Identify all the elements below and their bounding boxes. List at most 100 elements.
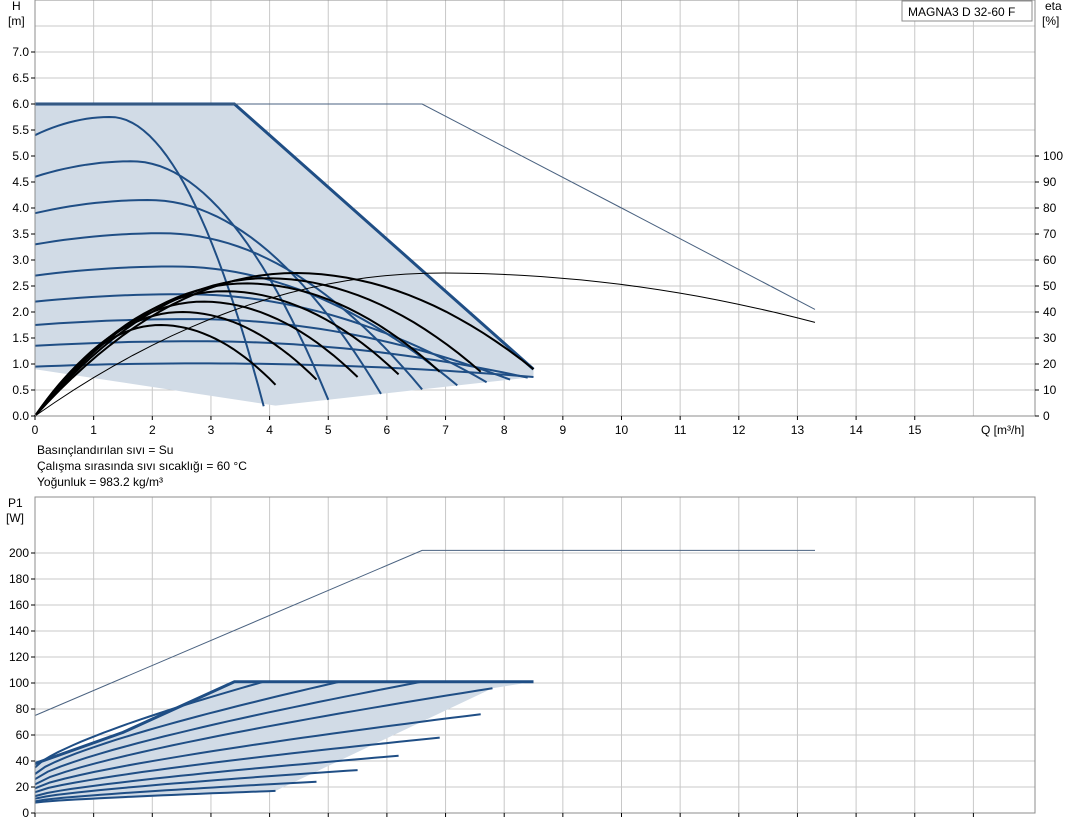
y-tick-label: 0.0 (12, 409, 29, 423)
speed-curve (34, 340, 528, 379)
y2-tick-label: 20 (1043, 357, 1057, 371)
y-tick-label: 6.0 (12, 97, 29, 111)
fluid-info-line: Çalışma sırasında sıvı sıcaklığı = 60 °C (37, 459, 247, 473)
speed-curve (34, 318, 511, 381)
power-curve (34, 680, 264, 769)
y-tick-label: 100 (9, 676, 29, 690)
head-axis-unit: [m] (8, 14, 25, 28)
x-tick-label: 11 (674, 423, 687, 437)
y-tick-label: 2.5 (12, 279, 29, 293)
x-tick-label: 5 (325, 423, 332, 437)
y-tick-label: 120 (9, 650, 29, 664)
twin-efficiency-curve (34, 272, 816, 417)
eta-axis-label: eta (1045, 0, 1062, 13)
y-tick-label: 140 (9, 624, 29, 638)
x-tick-label: 7 (442, 423, 449, 437)
fluid-info-line: Yoğunluk = 983.2 kg/m³ (37, 475, 163, 489)
y-tick-label: 2.0 (12, 305, 29, 319)
x-tick-label: 15 (908, 423, 922, 437)
power-curve (34, 754, 399, 798)
power-chart-ticks: 0 20 40 60 80 100 120 140 160 180 200 (9, 546, 974, 820)
x-tick-label: 12 (732, 423, 746, 437)
y2-tick-label: 70 (1043, 227, 1057, 241)
y-tick-label: 5.0 (12, 149, 29, 163)
y2-tick-label: 50 (1043, 279, 1057, 293)
x-tick-label: 10 (615, 423, 629, 437)
power-curve (34, 780, 317, 803)
y2-tick-label: 60 (1043, 253, 1057, 267)
model-label: MAGNA3 D 32-60 F (908, 5, 1015, 19)
x-tick-label: 13 (791, 423, 805, 437)
y2-tick-label: 100 (1043, 149, 1063, 163)
x-tick-label: 9 (560, 423, 567, 437)
x-tick-label: 1 (90, 423, 97, 437)
y2-tick-label: 30 (1043, 331, 1057, 345)
speed-curve (34, 115, 265, 407)
y-tick-label: 5.5 (12, 123, 29, 137)
head-axis-label: H (12, 0, 21, 13)
y-tick-label: 3.0 (12, 253, 29, 267)
speed-curve (34, 293, 488, 384)
x-tick-label: 6 (384, 423, 391, 437)
y-tick-label: 0.5 (12, 383, 29, 397)
speed-curve (34, 232, 423, 391)
power-curve (34, 687, 493, 786)
efficiency-curve (34, 290, 400, 417)
y-tick-label: 60 (16, 728, 30, 742)
power-chart-frame (34, 496, 1036, 814)
eta-axis-unit: [%] (1042, 14, 1059, 28)
y-tick-label: 180 (9, 572, 29, 586)
fluid-info-line: Basınçlandırılan sıvı = Su (37, 443, 173, 457)
power-axis-label: P1 (8, 496, 23, 510)
power-area-fill (35, 681, 534, 803)
y-tick-label: 7.0 (12, 45, 29, 59)
power-operating-area (35, 681, 534, 803)
y-tick-label: 200 (9, 546, 29, 560)
power-curve (34, 713, 481, 790)
x-tick-label: 3 (208, 423, 215, 437)
flow-axis-label: Q [m³/h] (981, 423, 1024, 437)
twin-pump-power-curve (34, 549, 815, 716)
x-tick-label: 4 (266, 423, 273, 437)
y2-tick-label: 40 (1043, 305, 1057, 319)
y-tick-label: 40 (16, 754, 30, 768)
y-tick-label: 1.0 (12, 357, 29, 371)
speed-curve (34, 362, 534, 378)
x-tick-label: 2 (149, 423, 156, 437)
y-tick-label: 3.5 (12, 227, 29, 241)
y2-tick-label: 10 (1043, 383, 1057, 397)
power-curves (34, 549, 815, 804)
power-curve (34, 789, 276, 804)
y-tick-label: 1.5 (12, 331, 29, 345)
y-tick-label: 6.5 (12, 71, 29, 85)
efficiency-curve (34, 271, 535, 417)
efficiency-curve (34, 277, 482, 417)
operating-area-fill (35, 104, 534, 406)
y-tick-label: 4.0 (12, 201, 29, 215)
max-power-curve (34, 680, 534, 766)
twin-pump-max-curve (35, 103, 816, 310)
speed-curve (34, 198, 382, 395)
x-tick-label: 14 (849, 423, 863, 437)
y-tick-label: 80 (16, 702, 30, 716)
power-axis-unit: [W] (6, 511, 24, 525)
x-tick-label: 0 (32, 423, 39, 437)
y-tick-label: 160 (9, 598, 29, 612)
head-chart-ticks: 0.0 0.5 1.0 1.5 2.0 2.5 3.0 3.5 4.0 4.5 5.0 5.5 6.0 6… (12, 45, 1063, 437)
y-tick-label: 20 (16, 780, 30, 794)
head-curves (34, 102, 816, 407)
power-curve (34, 680, 423, 781)
head-chart-grid (35, 0, 1035, 416)
y-tick-label: 4.5 (12, 175, 29, 189)
efficiency-curves (34, 271, 816, 417)
model-label-box (901, 0, 1033, 22)
y2-tick-label: 90 (1043, 175, 1057, 189)
y2-tick-label: 80 (1043, 201, 1057, 215)
efficiency-curve (34, 282, 441, 417)
y2-tick-label: 0 (1043, 409, 1050, 423)
power-curve (34, 680, 341, 775)
power-curve (34, 736, 440, 794)
y-tick-label: 0 (22, 806, 29, 820)
x-tick-label: 8 (501, 423, 508, 437)
